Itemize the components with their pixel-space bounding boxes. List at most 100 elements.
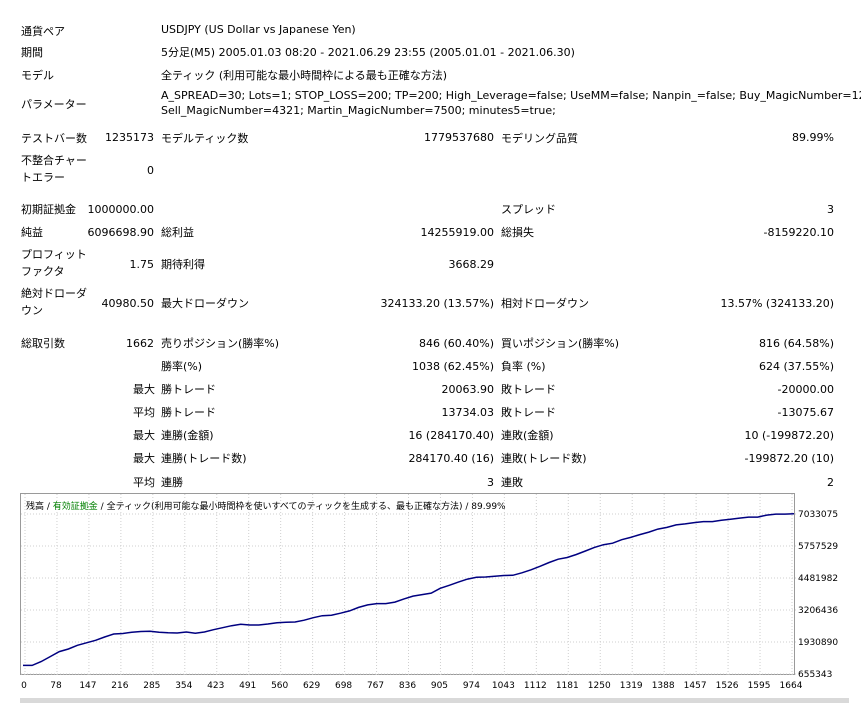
avg-consec-wins-value: 3 [487, 476, 494, 489]
y-tick-label: 1930890 [798, 638, 838, 648]
avg-prefix-1: 平均 [133, 406, 155, 419]
avg-consec-losses-label: 連敗 [501, 476, 523, 489]
currency-pair-label: 通貨ペア [21, 25, 65, 38]
y-tick-label: 7033075 [798, 510, 838, 520]
profit-factor-label-line-1: プロフィット [21, 248, 87, 261]
bottom-scrollbar[interactable] [20, 698, 849, 703]
gross-profit-value: 14255919.00 [420, 226, 494, 239]
currency-pair-value: USDJPY (US Dollar vs Japanese Yen) [161, 23, 356, 36]
win-rate-value: 1038 (62.45%) [411, 360, 494, 373]
max-drawdown-label: 最大ドローダウン [161, 297, 249, 310]
mismatch-value: 0 [147, 164, 154, 177]
test-bars-value: 1235173 [105, 131, 154, 144]
x-tick-label: 1388 [652, 681, 675, 691]
chart-legend: 残高 / 有効証拠金 / 全ティック(利用可能な最小時間枠を使いすべてのティック… [26, 499, 506, 512]
legend-quality: 89.99% [471, 502, 506, 512]
abs-drawdown-label-line-2: ウン [21, 304, 43, 317]
mismatch-label-line-1: 不整合チャー [21, 154, 87, 167]
gross-loss-label: 総損失 [501, 226, 534, 239]
x-tick-label: 629 [303, 681, 320, 691]
model-value: 全ティック (利用可能な最小時間枠による最も正確な方法) [161, 69, 448, 82]
consec-wins-amount-value: 16 (284170.40) [408, 429, 494, 442]
chart-svg [21, 494, 796, 676]
legend-separator-3: / [462, 502, 472, 512]
x-tick-label: 491 [239, 681, 256, 691]
rel-drawdown-value: 13.57% (324133.20) [720, 297, 834, 310]
x-tick-label: 423 [207, 681, 224, 691]
legend-model: 全ティック(利用可能な最小時間枠を使いすべてのティックを生成する、最も正確な方法… [106, 502, 463, 512]
win-rate-label: 勝率(%) [161, 360, 203, 373]
consec-losses-count-value: -199872.20 (10) [744, 452, 834, 465]
consec-wins-count-label: 連勝(トレード数) [161, 452, 247, 465]
net-profit-value: 6096698.90 [87, 226, 154, 239]
series-line-0 [23, 513, 795, 667]
x-tick-label: 1043 [492, 681, 515, 691]
max-win-trade-value: 20063.90 [441, 383, 495, 396]
long-positions-label: 買いポジション(勝率%) [501, 337, 620, 350]
abs-drawdown-label: 絶対ドローダ ウン [21, 285, 87, 319]
x-tick-label: 974 [463, 681, 480, 691]
loss-rate-value: 624 (37.55%) [758, 360, 834, 373]
loss-rate-label: 負率 (%) [501, 360, 546, 373]
x-tick-label: 0 [21, 681, 27, 691]
mismatch-label-line-2: トエラー [21, 171, 65, 184]
consec-losses-amount-label: 連敗(金額) [501, 429, 554, 442]
avg-loss-trade-label: 敗トレード [501, 406, 556, 419]
spread-label: スプレッド [501, 203, 556, 216]
net-profit-label: 純益 [21, 226, 43, 239]
model-quality-value: 89.99% [792, 131, 834, 144]
long-positions-value: 816 (64.58%) [758, 337, 834, 350]
x-tick-label: 1457 [684, 681, 707, 691]
x-tick-label: 285 [143, 681, 160, 691]
model-quality-label: モデリング品質 [501, 132, 578, 145]
max-loss-trade-label: 敗トレード [501, 383, 556, 396]
rel-drawdown-label: 相対ドローダウン [501, 297, 589, 310]
legend-separator-1: / [44, 502, 53, 512]
total-trades-value: 1662 [126, 337, 154, 350]
y-tick-label: 655343 [798, 670, 832, 680]
max-win-trade-label: 勝トレード [161, 383, 216, 396]
consec-losses-amount-value: 10 (-199872.20) [744, 429, 834, 442]
avg-loss-trade-value: -13075.67 [777, 406, 834, 419]
legend-separator-2: / [97, 502, 107, 512]
short-positions-label: 売りポジション(勝率%) [161, 337, 280, 350]
profit-factor-label-line-2: ファクタ [21, 265, 65, 278]
x-tick-label: 1319 [620, 681, 643, 691]
max-prefix-2: 最大 [133, 429, 155, 442]
x-tick-label: 1526 [716, 681, 739, 691]
parameters-line-2: Sell_MagicNumber=4321; Martin_MagicNumbe… [161, 104, 556, 117]
test-bars-label: テストバー数 [21, 132, 87, 145]
x-tick-label: 354 [175, 681, 192, 691]
x-tick-label: 905 [431, 681, 448, 691]
y-tick-label: 3206436 [798, 606, 838, 616]
x-tick-label: 836 [399, 681, 416, 691]
consec-wins-amount-label: 連勝(金額) [161, 429, 214, 442]
x-tick-label: 216 [111, 681, 128, 691]
x-tick-label: 1250 [588, 681, 611, 691]
x-tick-label: 767 [367, 681, 384, 691]
avg-win-trade-value: 13734.03 [441, 406, 495, 419]
profit-factor-value: 1.75 [129, 258, 155, 271]
period-label: 期間 [21, 46, 43, 59]
period-value: 5分足(M5) 2005.01.03 08:20 - 2021.06.29 23… [161, 46, 575, 59]
profit-factor-label: プロフィット ファクタ [21, 246, 87, 280]
spread-value: 3 [827, 203, 834, 216]
model-ticks-value: 1779537680 [424, 131, 494, 144]
balance-chart: 残高 / 有効証拠金 / 全ティック(利用可能な最小時間枠を使いすべてのティック… [20, 493, 849, 696]
max-prefix-1: 最大 [133, 383, 155, 396]
gross-profit-label: 総利益 [161, 226, 194, 239]
parameters-line-1: A_SPREAD=30; Lots=1; STOP_LOSS=200; TP=2… [161, 89, 861, 102]
y-tick-label: 5757529 [798, 542, 838, 552]
expected-payoff-value: 3668.29 [448, 258, 495, 271]
x-tick-label: 147 [79, 681, 96, 691]
initial-deposit-value: 1000000.00 [87, 203, 154, 216]
legend-equity: 有効証拠金 [52, 502, 98, 512]
model-label: モデル [21, 69, 54, 82]
avg-prefix-2: 平均 [133, 476, 155, 489]
parameters-label: パラメーター [21, 98, 87, 111]
x-tick-label: 1664 [780, 681, 803, 691]
avg-win-trade-label: 勝トレード [161, 406, 216, 419]
consec-wins-count-value: 284170.40 (16) [408, 452, 494, 465]
consec-losses-count-label: 連敗(トレード数) [501, 452, 587, 465]
max-loss-trade-value: -20000.00 [777, 383, 834, 396]
